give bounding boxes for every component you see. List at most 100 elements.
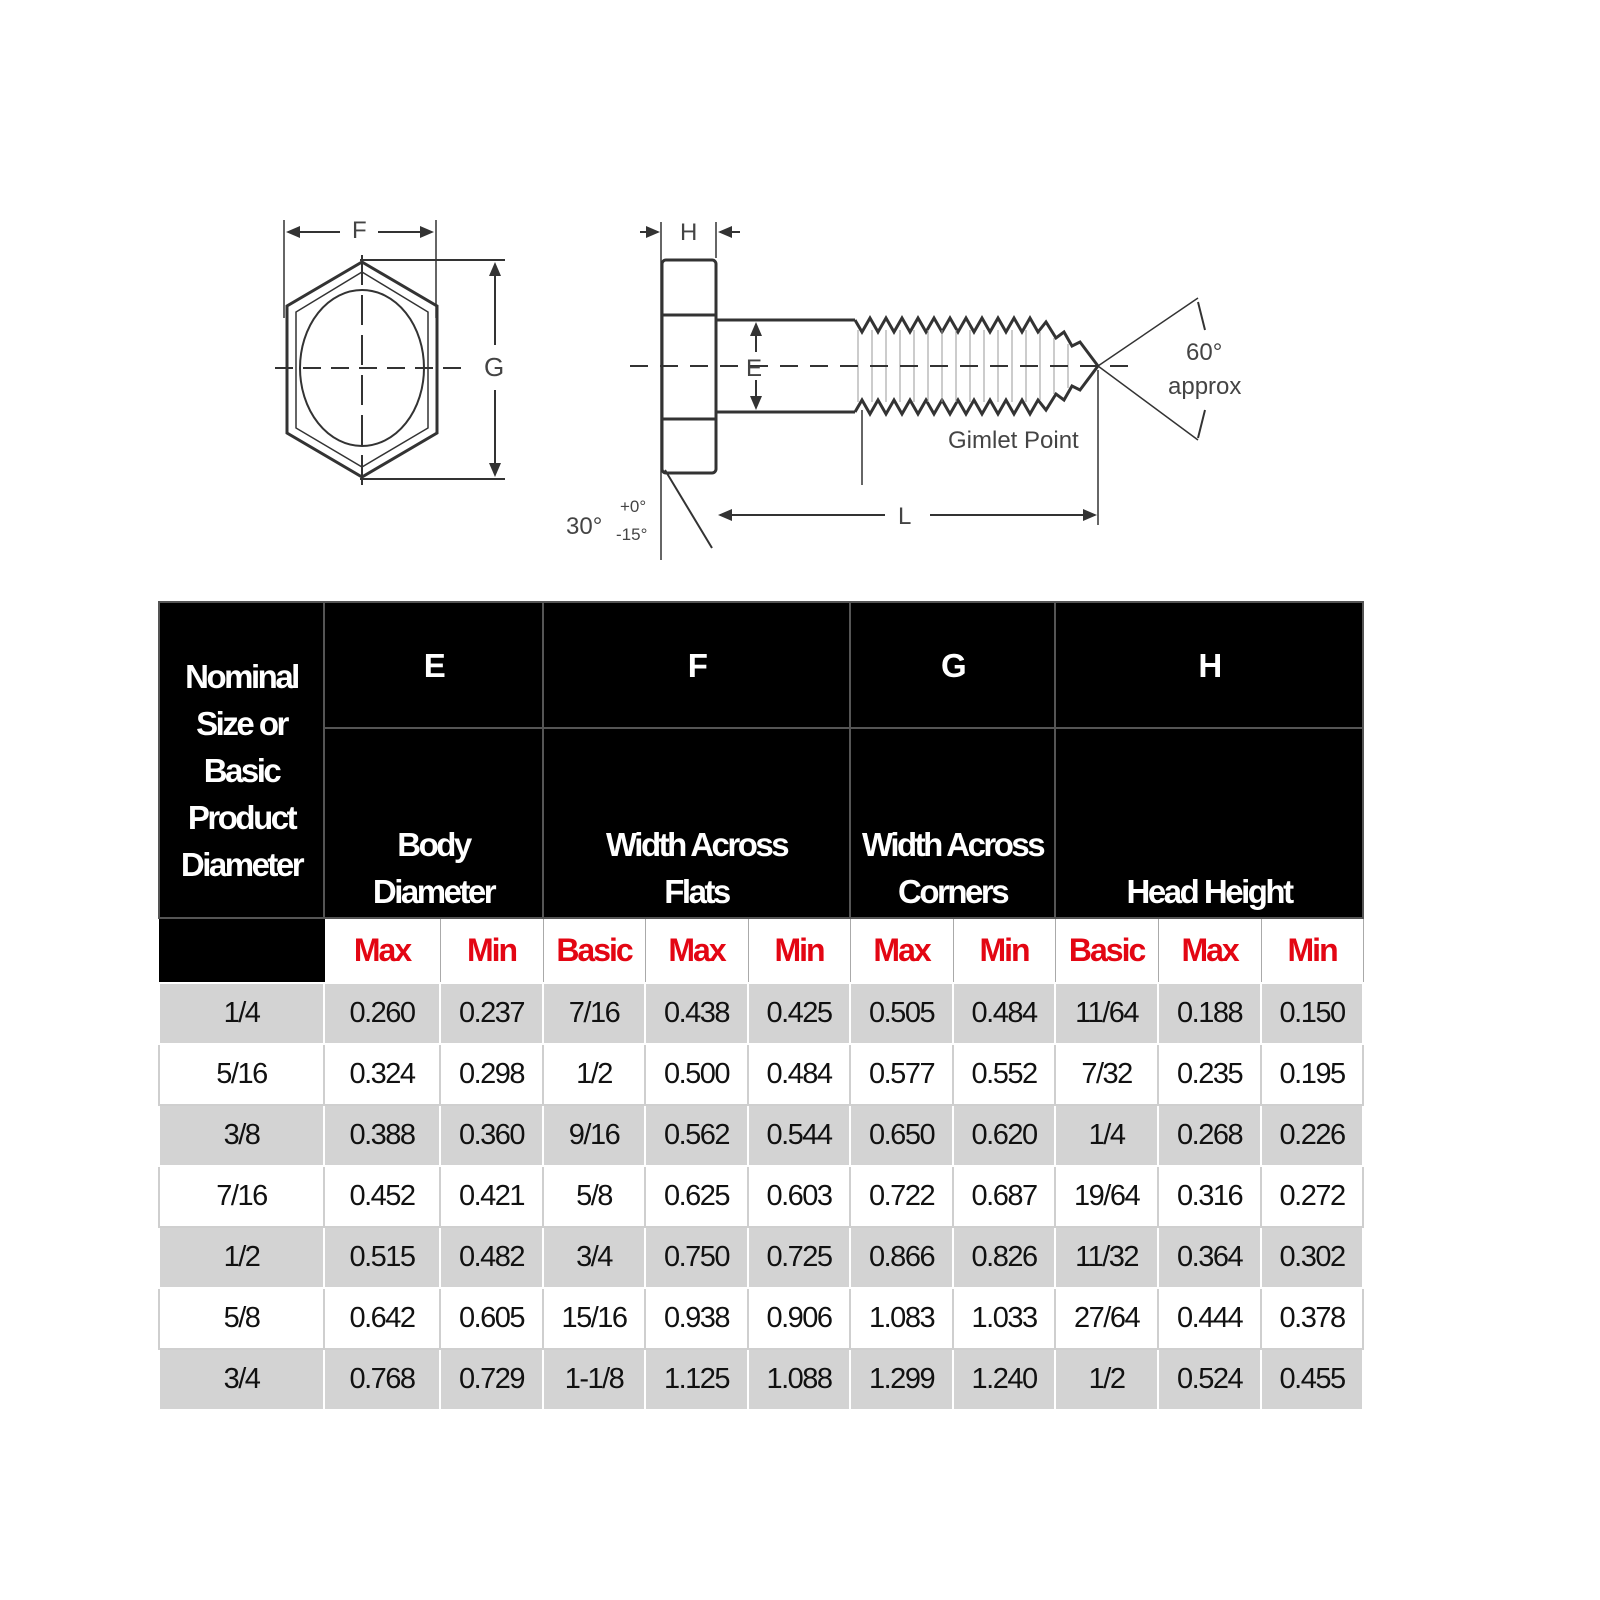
nominal-size-cell: 7/16 — [158, 1165, 325, 1228]
value-cell: 11/32 — [1054, 1226, 1160, 1289]
subheader-max: Max — [1157, 917, 1262, 984]
header-line: Flats — [664, 873, 731, 910]
group-letter-f: F — [542, 601, 852, 729]
table-row: 5/16 0.324 0.298 1/2 0.500 0.484 0.577 0.552 7/3… — [158, 1043, 1365, 1106]
value-cell: 0.482 — [438, 1226, 545, 1289]
label-60: 60° — [1186, 339, 1222, 366]
value-cell: 0.544 — [747, 1104, 852, 1167]
value-cell: 7/32 — [1054, 1043, 1160, 1106]
label-l: L — [898, 503, 911, 530]
value-cell: 0.505 — [849, 982, 955, 1045]
value-cell: 0.260 — [323, 982, 441, 1045]
value-cell: 0.552 — [952, 1043, 1057, 1106]
value-cell: 0.500 — [644, 1043, 750, 1106]
value-cell: 0.625 — [644, 1165, 750, 1228]
value-cell: 0.577 — [849, 1043, 955, 1106]
nominal-size-cell: 1/2 — [158, 1226, 325, 1289]
value-cell: 0.866 — [849, 1226, 955, 1289]
subheader-max: Max — [644, 917, 749, 984]
header-line: Diameter — [372, 873, 497, 910]
header-line: Basic — [203, 751, 282, 789]
value-cell: 0.524 — [1157, 1348, 1263, 1411]
thread-top — [853, 314, 1100, 367]
value-cell: 0.226 — [1260, 1104, 1365, 1167]
header-line: Body — [397, 826, 472, 863]
value-cell: 11/64 — [1054, 982, 1160, 1045]
value-cell: 0.195 — [1260, 1043, 1365, 1106]
label-h: H — [680, 219, 697, 246]
label-30: 30° — [566, 513, 602, 540]
value-cell: 0.729 — [438, 1348, 545, 1411]
value-cell: 0.364 — [1157, 1226, 1263, 1289]
value-cell: 15/16 — [542, 1287, 647, 1350]
header-line: Nominal — [185, 657, 300, 695]
value-cell: 1/2 — [542, 1043, 647, 1106]
nominal-size-cell: 5/16 — [158, 1043, 325, 1106]
nominal-size-cell: 1/4 — [158, 982, 325, 1045]
value-cell: 1/2 — [1054, 1348, 1160, 1411]
header-line: Diameter — [180, 845, 305, 883]
label-f: F — [352, 217, 367, 244]
table-row: 3/4 0.768 0.729 1-1/8 1.125 1.088 1.299 1.240 1/… — [158, 1348, 1365, 1411]
value-cell: 0.515 — [323, 1226, 441, 1289]
header-line: Width Across — [861, 826, 1046, 863]
value-cell: 0.438 — [644, 982, 750, 1045]
value-cell: 0.605 — [438, 1287, 545, 1350]
subheader-max: Max — [323, 917, 441, 984]
value-cell: 0.378 — [1260, 1287, 1365, 1350]
table-body: 1/4 0.260 0.237 7/16 0.438 0.425 0.505 0.484 11/… — [158, 982, 1365, 1411]
value-cell: 0.687 — [952, 1165, 1057, 1228]
subheader-basic: Basic — [542, 917, 646, 984]
group-letter-e: E — [322, 601, 545, 729]
value-cell: 1.033 — [952, 1287, 1057, 1350]
value-cell: 0.768 — [323, 1348, 441, 1411]
value-cell: 0.360 — [438, 1104, 545, 1167]
value-cell: 0.316 — [1157, 1165, 1263, 1228]
group-name-body-diameter: Body Diameter — [322, 727, 545, 919]
nominal-size-cell: 3/4 — [158, 1348, 325, 1411]
value-cell: 0.444 — [1157, 1287, 1263, 1350]
label-gimlet: Gimlet Point — [948, 427, 1079, 454]
nominal-size-cell: 5/8 — [158, 1287, 325, 1350]
value-cell: 0.272 — [1260, 1165, 1365, 1228]
subheader-min: Min — [439, 917, 544, 984]
value-cell: 0.388 — [323, 1104, 441, 1167]
value-cell: 0.906 — [747, 1287, 852, 1350]
value-cell: 0.826 — [952, 1226, 1057, 1289]
value-cell: 27/64 — [1054, 1287, 1160, 1350]
value-cell: 0.562 — [644, 1104, 750, 1167]
subheader-max: Max — [849, 917, 954, 984]
value-cell: 0.455 — [1260, 1348, 1365, 1411]
group-letter-g: G — [849, 601, 1057, 729]
value-cell: 0.722 — [849, 1165, 955, 1228]
value-cell: 0.603 — [747, 1165, 852, 1228]
header-line: Product — [187, 798, 298, 836]
group-name-head-height: Head Height — [1054, 727, 1365, 919]
subheader-min: Min — [952, 917, 1056, 984]
value-cell: 0.302 — [1260, 1226, 1365, 1289]
value-cell: 0.650 — [849, 1104, 955, 1167]
value-cell: 0.725 — [747, 1226, 852, 1289]
value-cell: 19/64 — [1054, 1165, 1160, 1228]
table-row: 1/2 0.515 0.482 3/4 0.750 0.725 0.866 0.826 11/3… — [158, 1226, 1365, 1289]
dimensions-table: Nominal Size or Basic Product Diameter E… — [158, 601, 1365, 1411]
value-cell: 0.620 — [952, 1104, 1057, 1167]
value-cell: 1.088 — [747, 1348, 852, 1411]
label-g: G — [484, 352, 504, 382]
group-name-width-across-corners: Width Across Corners — [849, 727, 1057, 919]
value-cell: 9/16 — [542, 1104, 647, 1167]
value-cell: 0.268 — [1157, 1104, 1263, 1167]
value-cell: 0.235 — [1157, 1043, 1263, 1106]
table-row: 5/8 0.642 0.605 15/16 0.938 0.906 1.083 1.033 27… — [158, 1287, 1365, 1350]
nominal-size-cell: 3/8 — [158, 1104, 325, 1167]
value-cell: 5/8 — [542, 1165, 647, 1228]
table-row: 1/4 0.260 0.237 7/16 0.438 0.425 0.505 0.484 11/… — [158, 982, 1365, 1045]
value-cell: 0.324 — [323, 1043, 441, 1106]
value-cell: 0.237 — [438, 982, 545, 1045]
value-cell: 0.642 — [323, 1287, 441, 1350]
header-line: Size or — [196, 704, 289, 742]
group-letter-h: H — [1054, 601, 1365, 729]
value-cell: 1-1/8 — [542, 1348, 647, 1411]
value-cell: 0.750 — [644, 1226, 750, 1289]
value-cell: 1.240 — [952, 1348, 1057, 1411]
